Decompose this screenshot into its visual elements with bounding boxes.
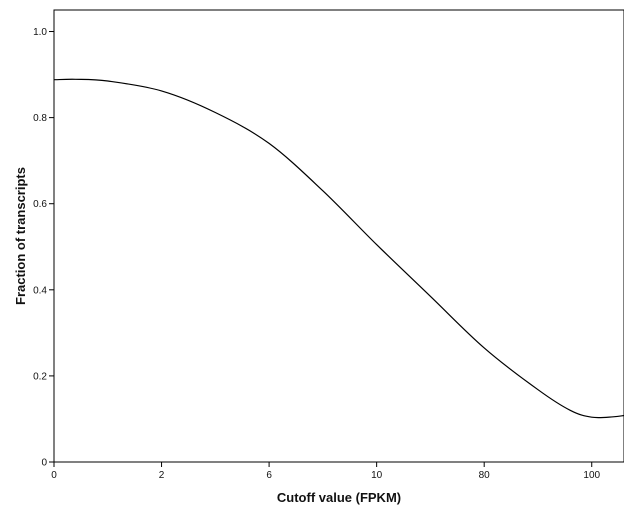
x-axis-title: Cutoff value (FPKM) (277, 490, 401, 505)
x-tick-label: 6 (266, 470, 272, 481)
x-tick-label: 0 (51, 470, 57, 481)
x-axis: 0 2 6 10 80 100 (51, 462, 601, 481)
x-tick-label: 10 (371, 470, 383, 481)
x-tick-label: 80 (479, 470, 491, 481)
series-line (53, 78, 624, 419)
y-tick-label: 0 (41, 458, 47, 469)
y-tick-label: 0.4 (33, 285, 47, 296)
y-tick-label: 0.8 (33, 113, 47, 124)
y-tick-label: 1.0 (33, 27, 47, 38)
y-axis-title: Fraction of transcripts (13, 167, 28, 305)
y-tick-label: 0.6 (33, 199, 47, 210)
plot-frame (53, 9, 624, 463)
x-tick-label: 2 (159, 470, 165, 481)
y-tick-label: 0.2 (33, 371, 47, 382)
x-tick-label: 100 (583, 470, 600, 481)
y-axis: 0 0.2 0.4 0.6 0.8 1.0 (33, 27, 54, 469)
